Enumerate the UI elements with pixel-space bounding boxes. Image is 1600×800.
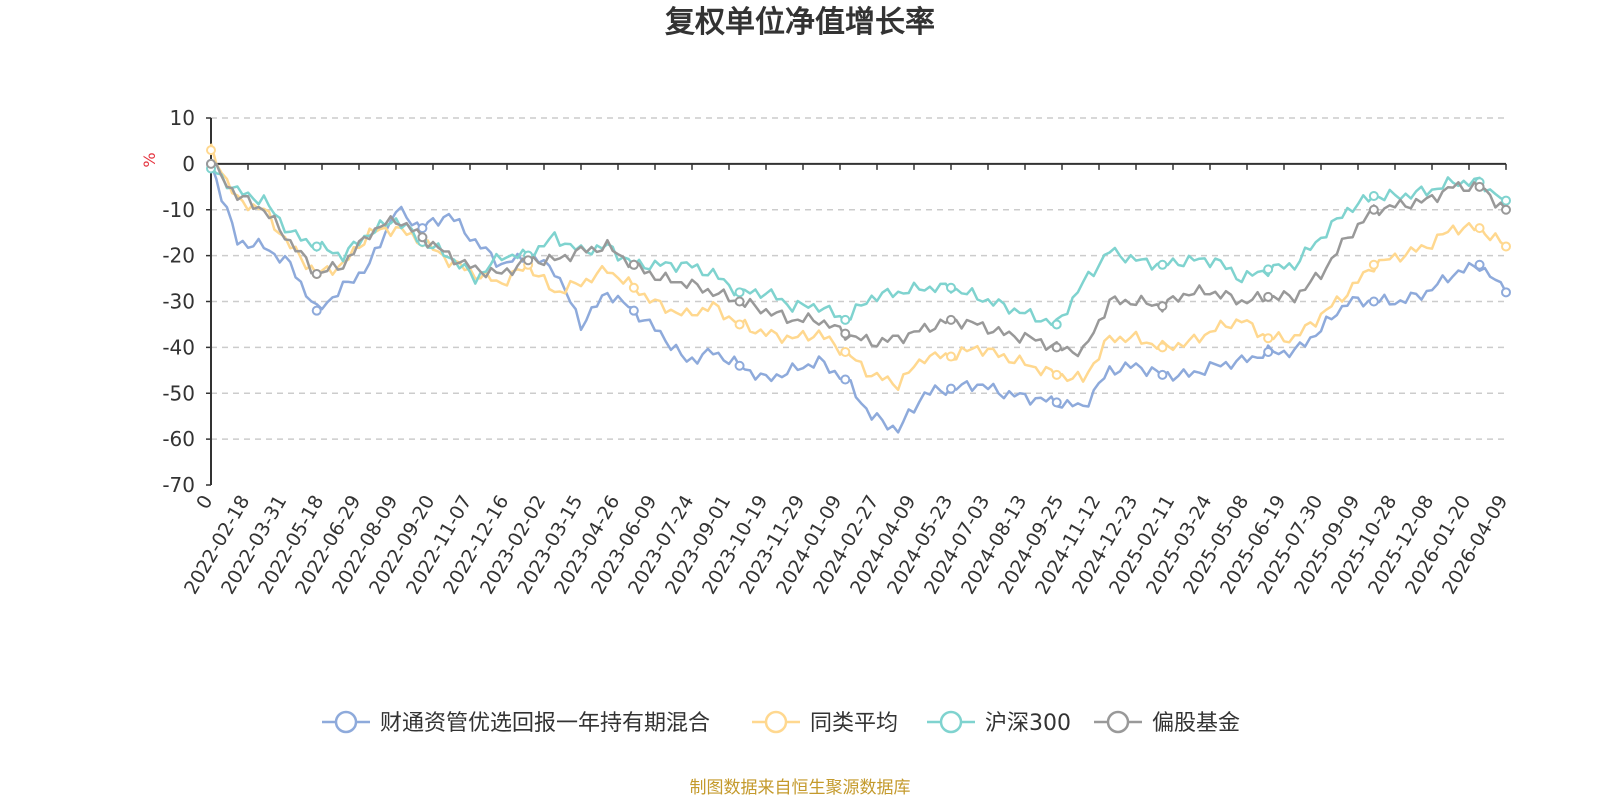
series-point <box>734 360 745 371</box>
legend-item[interactable]: 财通资管优选回报一年持有期混合 <box>322 710 710 736</box>
series-point <box>1368 259 1379 270</box>
series-point <box>1263 291 1274 302</box>
y-axis-ticks: 10 0 -10 -20 -30 -40 -50 -60 -70 <box>162 106 211 497</box>
series-point <box>946 351 956 362</box>
series-point <box>628 259 639 270</box>
y-tick-label: -60 <box>162 427 195 451</box>
y-tick-label: 10 <box>170 106 195 130</box>
legend-marker <box>939 710 963 734</box>
series-point <box>1263 333 1274 344</box>
y-tick-label: -30 <box>162 290 195 314</box>
gridlines <box>211 117 1506 440</box>
series-point <box>206 158 216 169</box>
y-tick-label: -40 <box>162 335 195 359</box>
series-point <box>1501 287 1511 298</box>
series-line <box>209 163 1508 434</box>
series-point <box>1501 195 1511 206</box>
chart-title: 复权单位净值增长率 <box>665 5 935 40</box>
legend-label: 偏股基金 <box>1152 711 1240 736</box>
legend-marker <box>764 710 788 734</box>
series-point <box>1051 342 1062 353</box>
series-point <box>1501 204 1511 215</box>
y-tick-label: -70 <box>162 473 195 497</box>
series-point <box>311 305 322 316</box>
legend-item[interactable]: 同类平均 <box>752 710 898 736</box>
series-point <box>946 383 956 394</box>
x-tick-label: 0 <box>192 492 217 513</box>
series-point <box>1474 223 1485 234</box>
legend-label: 沪深300 <box>985 711 1071 736</box>
y-tick-label: -10 <box>162 198 195 222</box>
legend-item[interactable]: 沪深300 <box>927 710 1071 736</box>
series-point <box>1157 301 1168 312</box>
series-point <box>1051 397 1062 408</box>
series-point <box>417 232 428 243</box>
legend-item[interactable]: 偏股基金 <box>1094 710 1240 736</box>
series-point <box>946 282 956 293</box>
series-point <box>840 346 851 357</box>
legend-label: 同类平均 <box>810 711 898 736</box>
series-point <box>1157 259 1168 270</box>
y-tick-label: -20 <box>162 244 195 268</box>
series-line <box>210 162 1508 358</box>
series-point <box>628 282 639 293</box>
series-point <box>1051 369 1062 380</box>
series-point <box>840 374 851 385</box>
series-point <box>1368 204 1379 215</box>
series-point <box>1263 264 1274 275</box>
series-point <box>523 255 534 266</box>
series-point <box>1474 259 1485 270</box>
y-tick-label: 0 <box>182 152 195 176</box>
series-point <box>840 328 851 339</box>
axes <box>210 118 1506 485</box>
legend-marker <box>334 710 358 734</box>
series-point <box>1051 319 1062 330</box>
legend-marker <box>1106 710 1130 734</box>
series-point <box>946 314 956 325</box>
series-point <box>1263 346 1274 357</box>
series-point <box>734 319 745 330</box>
data-source-note: 制图数据来自恒生聚源数据库 <box>690 778 911 798</box>
series-point <box>1501 241 1511 252</box>
y-tick-label: -50 <box>162 381 195 405</box>
series-point <box>1368 296 1379 307</box>
y-axis-unit: % <box>140 152 159 167</box>
series-point <box>1157 342 1168 353</box>
series-point <box>1474 181 1485 192</box>
series-point <box>1157 369 1168 380</box>
series-point <box>206 145 216 156</box>
series-point <box>734 296 745 307</box>
series-point <box>311 241 322 252</box>
series-point <box>311 268 322 279</box>
series-line <box>209 143 1507 392</box>
series-lines <box>206 143 1511 434</box>
series-point <box>628 305 639 316</box>
series-point <box>1368 190 1379 201</box>
series-point <box>840 314 851 325</box>
series-point <box>734 287 745 298</box>
legend-label: 财通资管优选回报一年持有期混合 <box>380 711 710 736</box>
series-point <box>417 223 428 234</box>
legend[interactable]: 财通资管优选回报一年持有期混合 同类平均 沪深300 偏股基金 <box>322 710 1240 736</box>
